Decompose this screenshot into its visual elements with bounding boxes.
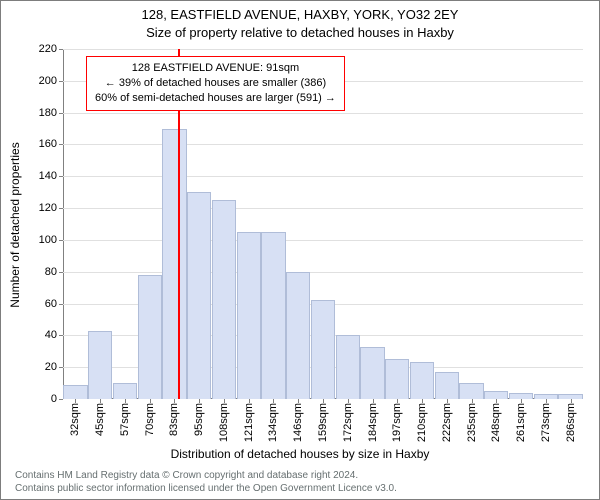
histogram-bar: [385, 359, 409, 399]
histogram-bar: [336, 335, 360, 399]
histogram-bar: [187, 192, 211, 399]
ytick-label: 200: [39, 75, 63, 87]
ytick-label: 100: [39, 234, 63, 246]
xtick-label: 70sqm: [144, 403, 156, 436]
gridline: [63, 49, 583, 50]
xtick-label: 184sqm: [367, 403, 379, 442]
ytick-label: 220: [39, 43, 63, 55]
callout-line3: 60% of semi-detached houses are larger (…: [95, 91, 336, 106]
xtick-label: 146sqm: [292, 403, 304, 442]
xtick-label: 121sqm: [243, 403, 255, 442]
histogram-bar: [261, 232, 285, 399]
histogram-bar: [162, 129, 186, 399]
histogram-bar: [435, 372, 459, 399]
ytick-label: 80: [45, 266, 63, 278]
chart-title-line1: 128, EASTFIELD AVENUE, HAXBY, YORK, YO32…: [1, 7, 599, 22]
ytick-label: 0: [51, 393, 63, 405]
gridline: [63, 272, 583, 273]
gridline: [63, 176, 583, 177]
callout-line2: ← 39% of detached houses are smaller (38…: [95, 76, 336, 91]
xtick-label: 57sqm: [119, 403, 131, 436]
ytick-label: 120: [39, 202, 63, 214]
xtick-label: 32sqm: [69, 403, 81, 436]
x-axis-label: Distribution of detached houses by size …: [1, 447, 599, 461]
footer-copyright-2: Contains public sector information licen…: [15, 483, 397, 494]
gridline: [63, 113, 583, 114]
xtick-label: 261sqm: [515, 403, 527, 442]
xtick-label: 248sqm: [490, 403, 502, 442]
xtick-label: 222sqm: [441, 403, 453, 442]
xtick-label: 286sqm: [565, 403, 577, 442]
histogram-bar: [286, 272, 310, 399]
histogram-bar: [360, 347, 384, 400]
property-callout: 128 EASTFIELD AVENUE: 91sqm← 39% of deta…: [86, 56, 345, 111]
ytick-label: 140: [39, 170, 63, 182]
y-axis-label: Number of detached properties: [8, 142, 22, 307]
histogram-bar: [88, 331, 112, 399]
xtick-label: 108sqm: [218, 403, 230, 442]
xtick-label: 83sqm: [168, 403, 180, 436]
footer-copyright-1: Contains HM Land Registry data © Crown c…: [15, 470, 358, 481]
histogram-bar: [113, 383, 137, 399]
histogram-bar: [410, 362, 434, 399]
ytick-label: 40: [45, 329, 63, 341]
xtick-label: 273sqm: [540, 403, 552, 442]
plot-area: 02040608010012014016018020022032sqm45sqm…: [63, 49, 583, 399]
ytick-label: 160: [39, 138, 63, 150]
xtick-label: 134sqm: [267, 403, 279, 442]
histogram-bar: [459, 383, 483, 399]
xtick-label: 45sqm: [94, 403, 106, 436]
histogram-bar: [237, 232, 261, 399]
histogram-bar: [138, 275, 162, 399]
histogram-bar: [63, 385, 87, 399]
xtick-label: 95sqm: [193, 403, 205, 436]
ytick-label: 60: [45, 298, 63, 310]
callout-line1: 128 EASTFIELD AVENUE: 91sqm: [95, 61, 336, 76]
xtick-label: 172sqm: [342, 403, 354, 442]
ytick-label: 20: [45, 361, 63, 373]
histogram-bar: [484, 391, 508, 399]
ytick-label: 180: [39, 107, 63, 119]
xtick-label: 159sqm: [317, 403, 329, 442]
chart-title-line2: Size of property relative to detached ho…: [1, 25, 599, 40]
chart-container: 128, EASTFIELD AVENUE, HAXBY, YORK, YO32…: [0, 0, 600, 500]
gridline: [63, 240, 583, 241]
histogram-bar: [212, 200, 236, 399]
xtick-label: 210sqm: [416, 403, 428, 442]
gridline: [63, 144, 583, 145]
xtick-label: 197sqm: [391, 403, 403, 442]
histogram-bar: [311, 300, 335, 399]
xtick-label: 235sqm: [466, 403, 478, 442]
gridline: [63, 208, 583, 209]
